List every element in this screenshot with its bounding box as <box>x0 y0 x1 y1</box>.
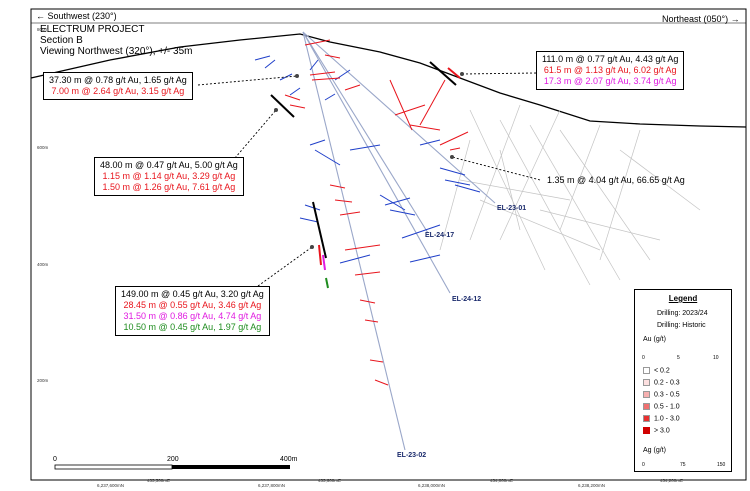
swatch-icon <box>643 367 650 374</box>
legend-au-tick-10: 10 <box>713 355 719 361</box>
grid-tick-2: 433,500mE <box>147 478 171 483</box>
legend-au-title: Au (g/t) <box>643 336 666 343</box>
grid-tick-6: 434,000mE <box>490 478 514 483</box>
drill-traces <box>302 31 496 451</box>
grid-tick-1: 6,237,600mN <box>97 483 125 488</box>
scale-bar <box>54 464 290 470</box>
legend-au-item-6: > 3.0 <box>643 427 670 434</box>
scale-label-0: 0 <box>53 456 57 463</box>
callout-3-line-1: 111.0 m @ 0.77 g/t Au, 4.43 g/t Ag <box>542 54 679 64</box>
intercept-bar-3 <box>312 201 327 259</box>
ag-assay-bars <box>254 55 481 264</box>
callout-5-line-4: 10.50 m @ 0.45 g/t Au, 1.97 g/t Ag <box>123 322 262 332</box>
trace-el-23-02 <box>302 31 406 451</box>
callout-intercept-1: 37.30 m @ 0.78 g/t Au, 1.65 g/t Ag 7.00 … <box>43 72 193 100</box>
hole-label-el-24-17: EL-24-17 <box>425 232 455 239</box>
hole-label-el-24-12: EL-24-12 <box>452 296 482 303</box>
elevation-tick-800: 800m <box>37 27 49 32</box>
legend: Legend Drilling: 2023/24 Drilling: Histo… <box>634 289 732 472</box>
intercept-bar-4 <box>318 244 322 266</box>
swatch-icon <box>643 391 650 398</box>
swatch-icon <box>643 427 650 434</box>
elevation-tick-400: 400m <box>37 262 49 267</box>
callout-intercept-4: 1.35 m @ 4.04 g/t Au, 66.65 g/t Ag <box>547 175 685 185</box>
elevation-tick-600: 600m <box>37 145 49 150</box>
leader-lines <box>197 72 541 287</box>
grid-tick-7: 6,238,200mN <box>578 483 606 488</box>
hole-label-el-23-02: EL-23-02 <box>397 452 427 459</box>
intercept-bar-7 <box>447 67 461 79</box>
legend-title: Legend <box>668 294 698 303</box>
callout-2-line-1: 48.00 m @ 0.47 g/t Au, 5.00 g/t Ag <box>100 160 238 170</box>
intercept-bar-1 <box>270 94 295 118</box>
intercept-bar-6 <box>325 277 329 289</box>
callout-1-line-1: 37.30 m @ 0.78 g/t Au, 1.65 g/t Ag <box>49 75 187 85</box>
legend-ag-tick-0: 0 <box>642 462 645 468</box>
swatch-icon <box>643 415 650 422</box>
legend-ag-tick-150: 150 <box>717 462 726 468</box>
grid-tick-8: 434,200mE <box>660 478 684 483</box>
topography-line <box>30 33 747 128</box>
section-name: Section B <box>40 35 83 46</box>
legend-ag-title: Ag (g/t) <box>643 447 666 454</box>
legend-drill-new: Drilling: 2023/24 <box>657 310 708 317</box>
legend-drill-historic: Drilling: Historic <box>657 322 706 329</box>
trace-el-24-17 <box>302 31 429 234</box>
legend-ag-tick-75: 75 <box>680 462 686 468</box>
elevation-tick-200: 200m <box>37 378 49 383</box>
hole-label-el-23-01: EL-23-01 <box>497 205 527 212</box>
legend-au-tick-0: 0 <box>642 355 645 361</box>
callout-2-line-3: 1.50 m @ 1.26 g/t Au, 7.61 g/t Ag <box>102 182 236 192</box>
callout-3-line-2: 61.5 m @ 1.13 g/t Au, 6.02 g/t Ag <box>543 65 677 75</box>
callout-1-line-2: 7.00 m @ 2.64 g/t Au, 3.15 g/t Ag <box>51 86 185 96</box>
legend-au-item-3: 0.3 - 0.5 <box>643 391 680 398</box>
scale-label-200: 200 <box>167 456 179 463</box>
legend-au-item-2: 0.2 - 0.3 <box>643 379 680 386</box>
intercept-bar-5 <box>322 254 326 271</box>
callout-2-line-2: 1.15 m @ 1.14 g/t Au, 3.29 g/t Ag <box>102 171 236 181</box>
leader-dots <box>274 72 464 249</box>
swatch-icon <box>643 379 650 386</box>
southwest-direction: ← Southwest (230°) <box>36 11 117 21</box>
legend-au-tick-5: 5 <box>677 355 680 361</box>
legend-au-item-1: < 0.2 <box>643 367 670 374</box>
intercept-bar-2 <box>429 61 457 86</box>
historic-drillholes <box>439 104 701 286</box>
section-title: ELECTRUM PROJECT Section B Viewing North… <box>40 24 193 57</box>
callout-5-line-2: 28.45 m @ 0.55 g/t Au, 3.46 g/t Ag <box>123 300 262 310</box>
trace-el-24-12 <box>302 31 451 294</box>
grid-tick-3: 6,237,800mN <box>258 483 286 488</box>
grid-tick-4: 433,600mE <box>318 478 342 483</box>
callout-5-line-1: 149.00 m @ 0.45 g/t Au, 3.20 g/t Ag <box>121 289 264 299</box>
grid-tick-5: 6,238,000mN <box>418 483 446 488</box>
callout-intercept-2: 48.00 m @ 0.47 g/t Au, 5.00 g/t Ag 1.15 … <box>94 157 244 196</box>
au-assay-bars <box>284 39 469 386</box>
callout-3-line-3: 17.3 m @ 2.07 g/t Au, 3.74 g/t Ag <box>543 76 677 86</box>
callout-intercept-3: 111.0 m @ 0.77 g/t Au, 4.43 g/t Ag 61.5 … <box>536 51 685 90</box>
map-frame <box>30 8 747 481</box>
callout-intercept-5: 149.00 m @ 0.45 g/t Au, 3.20 g/t Ag 28.4… <box>115 286 270 336</box>
project-name: ELECTRUM PROJECT <box>40 24 145 35</box>
northeast-direction: Northeast (050°) → <box>662 14 740 24</box>
legend-au-item-5: 1.0 - 3.0 <box>643 415 680 422</box>
legend-au-item-4: 0.5 - 1.0 <box>643 403 680 410</box>
swatch-icon <box>643 403 650 410</box>
view-direction: Viewing Northwest (320°), +/- 35m <box>40 46 193 57</box>
scale-label-400: 400m <box>280 456 298 463</box>
callout-5-line-3: 31.50 m @ 0.86 g/t Au, 4.74 g/t Ag <box>123 311 262 321</box>
